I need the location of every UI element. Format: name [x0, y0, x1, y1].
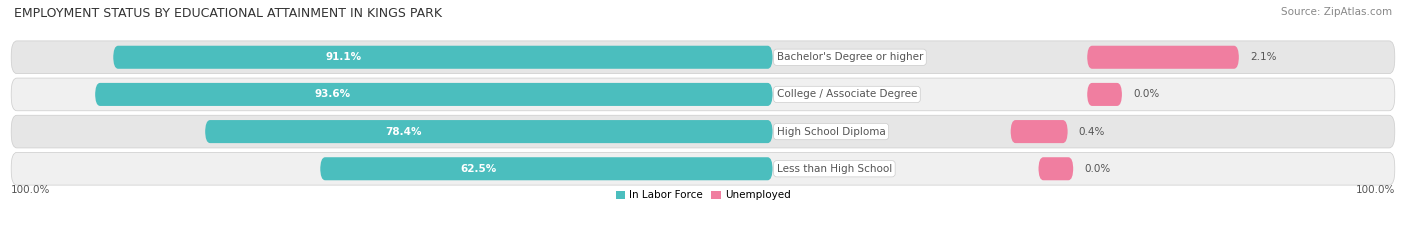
FancyBboxPatch shape [1011, 120, 1067, 143]
FancyBboxPatch shape [11, 152, 1395, 185]
FancyBboxPatch shape [205, 120, 773, 143]
Text: 2.1%: 2.1% [1250, 52, 1277, 62]
Text: Source: ZipAtlas.com: Source: ZipAtlas.com [1281, 7, 1392, 17]
FancyBboxPatch shape [321, 157, 773, 180]
FancyBboxPatch shape [1087, 83, 1122, 106]
Text: EMPLOYMENT STATUS BY EDUCATIONAL ATTAINMENT IN KINGS PARK: EMPLOYMENT STATUS BY EDUCATIONAL ATTAINM… [14, 7, 441, 20]
Text: Bachelor's Degree or higher: Bachelor's Degree or higher [776, 52, 924, 62]
FancyBboxPatch shape [1087, 46, 1239, 69]
FancyBboxPatch shape [11, 115, 1395, 148]
Legend: In Labor Force, Unemployed: In Labor Force, Unemployed [612, 186, 794, 205]
Text: 62.5%: 62.5% [460, 164, 496, 174]
Text: 0.4%: 0.4% [1078, 127, 1105, 137]
Text: 91.1%: 91.1% [326, 52, 363, 62]
Text: High School Diploma: High School Diploma [776, 127, 886, 137]
Text: 100.0%: 100.0% [1355, 185, 1395, 195]
Text: College / Associate Degree: College / Associate Degree [776, 89, 917, 99]
Text: Less than High School: Less than High School [776, 164, 891, 174]
Text: 78.4%: 78.4% [385, 127, 422, 137]
Text: 100.0%: 100.0% [11, 185, 51, 195]
Text: 93.6%: 93.6% [314, 89, 350, 99]
FancyBboxPatch shape [96, 83, 773, 106]
FancyBboxPatch shape [11, 41, 1395, 74]
Text: 0.0%: 0.0% [1133, 89, 1160, 99]
FancyBboxPatch shape [11, 78, 1395, 111]
Text: 0.0%: 0.0% [1084, 164, 1111, 174]
FancyBboxPatch shape [114, 46, 773, 69]
FancyBboxPatch shape [1039, 157, 1073, 180]
